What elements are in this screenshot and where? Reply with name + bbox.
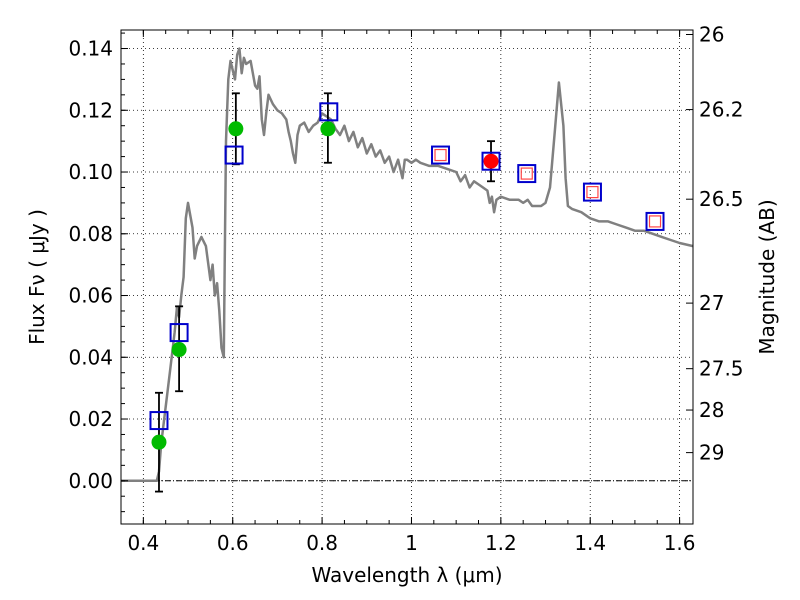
photometry-point (320, 121, 336, 137)
right-tick-label: 27 (699, 291, 724, 315)
y-tick-label: 0.12 (68, 98, 113, 122)
x-ticks: 0.4 0.6 0.8 1 1.2 1.4 1.6 (120, 30, 696, 555)
x-tick-label: 1.2 (485, 531, 517, 555)
model-flux-square (431, 145, 451, 165)
right-tick-label: 27.5 (699, 357, 744, 381)
photometry-point (228, 121, 244, 137)
photometry-point (483, 153, 499, 169)
photometry-point (151, 434, 167, 450)
model-flux-square (582, 182, 602, 202)
y-tick-label: 0.06 (68, 284, 113, 308)
model-sed-line (121, 47, 694, 483)
right-ticks: 26 26.2 26.5 27 27.5 28 29 (686, 22, 744, 465)
right-tick-label: 26 (699, 22, 724, 46)
y-tick-label: 0.08 (68, 222, 113, 246)
model-flux-square (149, 411, 169, 431)
markers (149, 102, 665, 450)
model-flux-inner-square (586, 185, 599, 199)
model-flux-square (169, 323, 189, 343)
x-tick-label: 1.6 (664, 531, 696, 555)
grid (121, 30, 693, 524)
y-axis-label: Flux Fν ( μJy ) (25, 209, 49, 345)
plot-frame (120, 29, 694, 525)
error-bars (154, 92, 496, 493)
model-flux-inner-square (520, 167, 533, 180)
model-flux-inner-square (648, 215, 662, 228)
x-axis-label: Wavelength λ (μm) (311, 563, 502, 587)
y-tick-label: 0.04 (68, 345, 113, 369)
model-flux-square (319, 102, 339, 122)
y-tick-label: 0.10 (68, 160, 113, 184)
x-tick-label: 1 (405, 531, 418, 555)
y-tick-label: 0.02 (68, 407, 113, 431)
photometry-point (171, 342, 187, 358)
x-tick-label: 0.8 (306, 531, 338, 555)
x-tick-label: 0.6 (217, 531, 249, 555)
model-flux-square (645, 211, 665, 231)
y-tick-label: 0.00 (68, 469, 113, 493)
model-flux-square (481, 151, 501, 171)
right-tick-label: 28 (699, 398, 724, 422)
y-ticks: 0.00 0.02 0.04 0.06 0.08 0.10 0.12 0.14 (68, 32, 128, 513)
right-axis-label: Magnitude (AB) (755, 199, 779, 354)
model-sed (121, 47, 694, 483)
right-tick-label: 26.5 (699, 187, 744, 211)
model-flux-square (517, 164, 537, 184)
model-flux-inner-square (434, 148, 447, 162)
model-flux-square (224, 145, 244, 165)
right-tick-label: 26.2 (699, 98, 744, 122)
x-tick-label: 0.4 (127, 531, 159, 555)
x-tick-label: 1.4 (574, 531, 606, 555)
y-tick-label: 0.14 (68, 37, 113, 61)
right-tick-label: 29 (699, 441, 724, 465)
